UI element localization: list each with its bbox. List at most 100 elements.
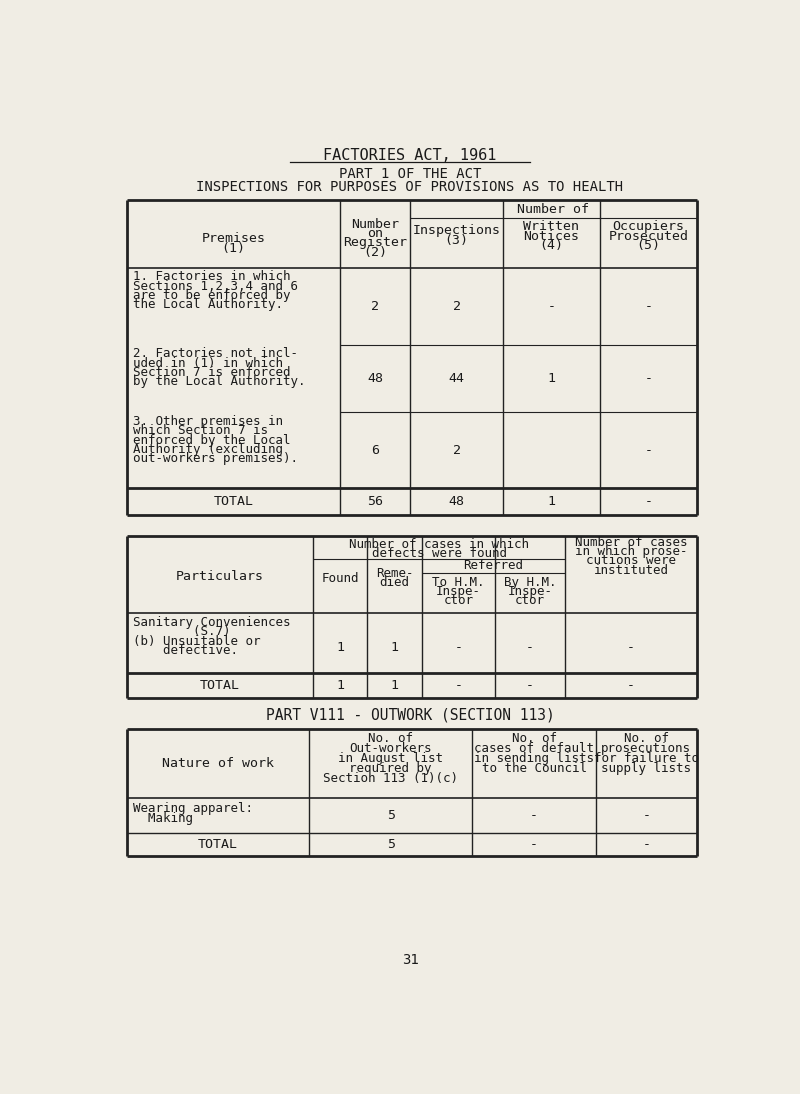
Text: -: - bbox=[627, 679, 635, 693]
Text: -: - bbox=[530, 838, 538, 851]
Text: -: - bbox=[454, 641, 462, 654]
Text: TOTAL: TOTAL bbox=[200, 679, 240, 693]
Text: Prosecuted: Prosecuted bbox=[608, 230, 688, 243]
Text: 5: 5 bbox=[386, 808, 394, 822]
Text: for failure to: for failure to bbox=[594, 752, 699, 765]
Text: ctor: ctor bbox=[443, 594, 474, 607]
Text: cases of default: cases of default bbox=[474, 742, 594, 755]
Text: 44: 44 bbox=[449, 372, 465, 385]
Text: Found: Found bbox=[322, 572, 359, 585]
Text: out-workers premises).: out-workers premises). bbox=[133, 452, 298, 465]
Text: 1. Factories in which: 1. Factories in which bbox=[133, 270, 290, 283]
Text: uded in (1) in which: uded in (1) in which bbox=[133, 357, 282, 370]
Text: 2: 2 bbox=[453, 443, 461, 456]
Text: 2: 2 bbox=[453, 300, 461, 313]
Text: Reme-: Reme- bbox=[376, 567, 414, 580]
Text: 1: 1 bbox=[336, 679, 344, 693]
Text: Section 113 (1)(c): Section 113 (1)(c) bbox=[323, 771, 458, 784]
Text: (5): (5) bbox=[636, 238, 660, 252]
Text: ctor: ctor bbox=[515, 594, 545, 607]
Text: -: - bbox=[530, 808, 538, 822]
Text: -: - bbox=[547, 300, 555, 313]
Text: 3. Other premises in: 3. Other premises in bbox=[133, 415, 282, 428]
Text: are to be enforced by: are to be enforced by bbox=[133, 289, 290, 302]
Text: -: - bbox=[526, 641, 534, 654]
Text: instituted: instituted bbox=[594, 563, 668, 577]
Text: died: died bbox=[379, 577, 410, 589]
Text: TOTAL: TOTAL bbox=[214, 494, 254, 508]
Text: Register: Register bbox=[343, 236, 407, 249]
Text: Sections 1,2,3,4 and 6: Sections 1,2,3,4 and 6 bbox=[133, 280, 298, 292]
Text: By H.M.: By H.M. bbox=[504, 577, 556, 589]
Text: 1: 1 bbox=[547, 494, 555, 508]
Text: 31: 31 bbox=[402, 953, 418, 967]
Text: Authority (excluding: Authority (excluding bbox=[133, 443, 282, 456]
Text: 6: 6 bbox=[371, 443, 379, 456]
Text: Notices: Notices bbox=[523, 230, 579, 243]
Text: Referred: Referred bbox=[463, 559, 523, 572]
Text: enforced by the Local: enforced by the Local bbox=[133, 433, 290, 446]
Text: 2. Factories not incl-: 2. Factories not incl- bbox=[133, 347, 298, 360]
Text: -: - bbox=[644, 300, 652, 313]
Text: Inspe-: Inspe- bbox=[436, 585, 481, 598]
Text: cutions were: cutions were bbox=[586, 555, 676, 568]
Text: (S.7): (S.7) bbox=[133, 626, 230, 638]
Text: -: - bbox=[644, 494, 652, 508]
Text: Premises: Premises bbox=[202, 232, 266, 245]
Text: defects were found: defects were found bbox=[371, 547, 506, 560]
Text: -: - bbox=[627, 641, 635, 654]
Text: in August list: in August list bbox=[338, 752, 443, 765]
Text: Wearing apparel:: Wearing apparel: bbox=[133, 802, 253, 815]
Text: Making: Making bbox=[133, 812, 193, 825]
Text: to the Council: to the Council bbox=[482, 761, 586, 775]
Text: Sanitary Conveniences: Sanitary Conveniences bbox=[133, 616, 290, 629]
Text: Number: Number bbox=[351, 218, 399, 231]
Text: Inspections: Inspections bbox=[413, 224, 501, 237]
Text: 1: 1 bbox=[336, 641, 344, 654]
Text: 5: 5 bbox=[386, 838, 394, 851]
Text: which Section 7 is: which Section 7 is bbox=[133, 424, 267, 438]
Text: Written: Written bbox=[523, 220, 579, 233]
Text: 1: 1 bbox=[390, 641, 398, 654]
Text: Occupiers: Occupiers bbox=[612, 220, 684, 233]
Text: No. of: No. of bbox=[624, 732, 669, 745]
Text: No. of: No. of bbox=[368, 732, 413, 745]
Text: required by: required by bbox=[350, 761, 432, 775]
Text: -: - bbox=[642, 808, 650, 822]
Text: in sending lists: in sending lists bbox=[474, 752, 594, 765]
Text: INSPECTIONS FOR PURPOSES OF PROVISIONS AS TO HEALTH: INSPECTIONS FOR PURPOSES OF PROVISIONS A… bbox=[197, 179, 623, 194]
Text: 56: 56 bbox=[367, 494, 383, 508]
Text: (3): (3) bbox=[445, 234, 469, 247]
Text: -: - bbox=[642, 838, 650, 851]
Text: (2): (2) bbox=[363, 246, 387, 258]
Text: Section 7 is enforced: Section 7 is enforced bbox=[133, 365, 290, 379]
Text: -: - bbox=[644, 372, 652, 385]
Text: Particulars: Particulars bbox=[176, 570, 264, 583]
Text: PART V111 - OUTWORK (SECTION 113): PART V111 - OUTWORK (SECTION 113) bbox=[266, 708, 554, 722]
Text: 1: 1 bbox=[390, 679, 398, 693]
Text: To H.M.: To H.M. bbox=[432, 577, 485, 589]
Text: prosecutions: prosecutions bbox=[602, 742, 691, 755]
Text: Number of cases: Number of cases bbox=[574, 536, 687, 549]
Text: in which prose-: in which prose- bbox=[574, 545, 687, 558]
Text: -: - bbox=[644, 443, 652, 456]
Text: (1): (1) bbox=[222, 242, 246, 255]
Text: 48: 48 bbox=[449, 494, 465, 508]
Text: FACTORIES ACT, 1961: FACTORIES ACT, 1961 bbox=[323, 149, 497, 163]
Text: Out-workers: Out-workers bbox=[350, 742, 432, 755]
Text: 48: 48 bbox=[367, 372, 383, 385]
Text: TOTAL: TOTAL bbox=[198, 838, 238, 851]
Text: on: on bbox=[367, 228, 383, 241]
Text: PART 1 OF THE ACT: PART 1 OF THE ACT bbox=[339, 167, 481, 182]
Text: the Local Authority.: the Local Authority. bbox=[133, 298, 282, 311]
Text: (b) Unsuitable or: (b) Unsuitable or bbox=[133, 635, 260, 648]
Text: -: - bbox=[454, 679, 462, 693]
Text: supply lists: supply lists bbox=[602, 761, 691, 775]
Text: Number of cases in which: Number of cases in which bbox=[349, 537, 529, 550]
Text: Number of: Number of bbox=[518, 203, 590, 217]
Text: No. of: No. of bbox=[511, 732, 557, 745]
Text: defective.: defective. bbox=[133, 643, 238, 656]
Text: 1: 1 bbox=[547, 372, 555, 385]
Text: (4): (4) bbox=[539, 238, 563, 252]
Text: Nature of work: Nature of work bbox=[162, 757, 274, 770]
